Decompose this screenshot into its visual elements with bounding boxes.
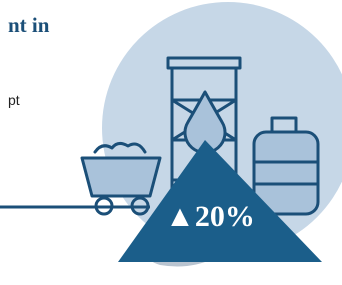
infographic: ▲20% nt in pt xyxy=(0,0,342,285)
body-text: pt xyxy=(8,92,20,108)
gas-cylinder xyxy=(254,118,318,214)
badge-label: ▲20% xyxy=(165,200,255,233)
title: nt in xyxy=(8,13,50,37)
